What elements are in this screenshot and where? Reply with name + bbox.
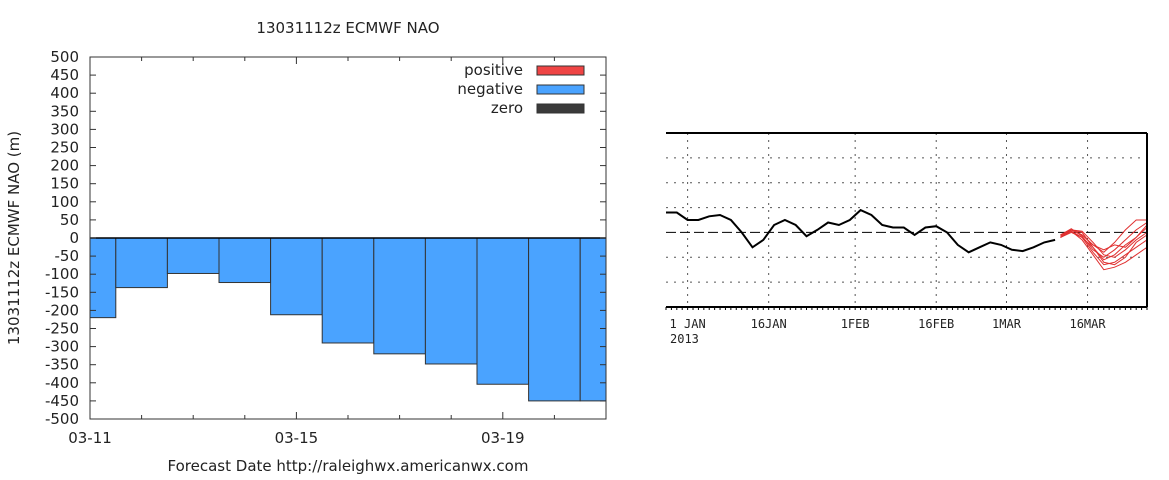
y-tick-label-0: 500 xyxy=(50,48,79,66)
legend-swatch-positive xyxy=(536,65,585,76)
chart-title: 13031112z ECMWF NAO xyxy=(256,19,439,37)
y-tick-label-14: -200 xyxy=(45,301,79,319)
nao-bar-chart: 13031112z ECMWF NAO500450400350300250200… xyxy=(5,19,607,475)
month-label-0: 1 JAN xyxy=(670,317,706,331)
bar-8 xyxy=(476,237,530,385)
y-tick-label-4: 300 xyxy=(50,120,79,138)
y-tick-label-20: -500 xyxy=(45,410,79,428)
bar-6 xyxy=(373,237,426,355)
y-tick-label-15: -250 xyxy=(45,320,79,338)
bar-1 xyxy=(115,237,168,289)
x-tick-label-1: 03-15 xyxy=(275,429,319,447)
y-tick-label-11: -50 xyxy=(55,247,80,265)
y-tick-label-17: -350 xyxy=(45,356,79,374)
y-tick-label-13: -150 xyxy=(45,283,79,301)
y-tick-label-1: 450 xyxy=(50,66,79,84)
y-tick-label-5: 250 xyxy=(50,139,79,157)
bar-0 xyxy=(89,237,117,319)
ensemble-member-4 xyxy=(1060,229,1148,258)
x-tick-label-0: 03-11 xyxy=(68,429,112,447)
month-label-2: 1FEB xyxy=(841,317,870,331)
y-tick-label-7: 150 xyxy=(50,175,79,193)
bar-9 xyxy=(528,237,581,402)
legend-swatch-negative xyxy=(536,84,585,95)
legend-swatch-zero xyxy=(536,103,585,114)
month-label-5: 16MAR xyxy=(1069,317,1106,331)
bar-2 xyxy=(166,237,220,274)
y-tick-label-10: 0 xyxy=(69,229,79,247)
y-tick-label-6: 200 xyxy=(50,157,79,175)
legend-label-negative: negative xyxy=(457,80,523,98)
y-tick-label-3: 350 xyxy=(50,102,79,120)
y-axis-label: 13031112z ECMWF NAO (m) xyxy=(5,131,23,345)
bar-5 xyxy=(321,237,375,344)
y-tick-label-9: 50 xyxy=(60,211,79,229)
bar-10 xyxy=(579,237,607,402)
y-tick-label-12: -100 xyxy=(45,265,79,283)
legend-label-zero: zero xyxy=(491,99,523,117)
nao-index-line-chart: 1 JAN 16JAN 1FEB 16FEB 1MAR 16MAR 2013 xyxy=(665,132,1148,346)
month-label-3: 16FEB xyxy=(918,317,954,331)
x-tick-label-2: 03-19 xyxy=(481,429,525,447)
year-label: 2013 xyxy=(670,332,699,346)
bar-4 xyxy=(270,237,323,316)
ensemble-member-6 xyxy=(1060,230,1148,266)
y-tick-label-19: -450 xyxy=(45,392,79,410)
month-label-1: 16JAN xyxy=(751,317,787,331)
legend-label-positive: positive xyxy=(464,61,523,79)
bar-3 xyxy=(218,237,272,284)
x-axis-label: Forecast Date http://raleighwx.americanw… xyxy=(168,457,529,475)
y-tick-label-2: 400 xyxy=(50,84,79,102)
bar-7 xyxy=(424,237,478,365)
y-tick-label-8: 100 xyxy=(50,193,79,211)
month-label-4: 1MAR xyxy=(992,317,1022,331)
ensemble-member-2 xyxy=(1060,219,1147,253)
ensemble-member-3 xyxy=(1060,230,1148,271)
ensemble-member-7 xyxy=(1060,224,1148,251)
observed-nao-line xyxy=(666,208,1056,254)
y-tick-label-16: -300 xyxy=(45,338,79,356)
y-tick-label-18: -400 xyxy=(45,374,79,392)
